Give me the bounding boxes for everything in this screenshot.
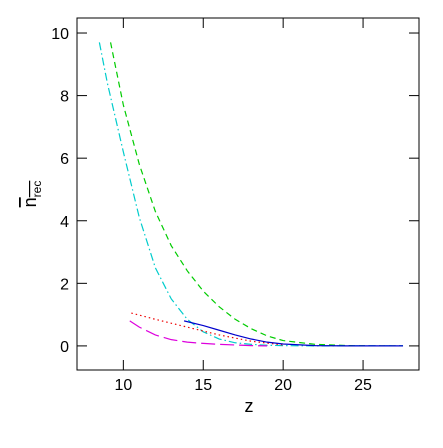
x-axis-label: z [245,396,254,416]
x-tick-label: 15 [194,377,212,394]
x-tick-label: 10 [114,377,132,394]
y-axis-label-main: nrec [20,181,44,208]
y-tick-label: 8 [60,89,69,106]
line-series [131,312,284,346]
line-series [98,42,404,347]
line-series [183,320,404,347]
x-tick-label: 25 [354,377,372,394]
line-series [129,320,268,347]
y-label-sub: rec [30,181,44,198]
plot-frame [76,17,420,371]
y-tick-label: 10 [51,26,69,43]
y-label-n: n [20,197,40,207]
y-tick-label: 0 [60,339,69,356]
y-tick-label: 4 [60,214,69,231]
y-tick-label: 6 [60,151,69,168]
y-axis-label: nrec [20,181,44,208]
line-series [109,42,404,347]
y-tick-label: 2 [60,276,69,293]
x-tick-label: 20 [274,377,292,394]
